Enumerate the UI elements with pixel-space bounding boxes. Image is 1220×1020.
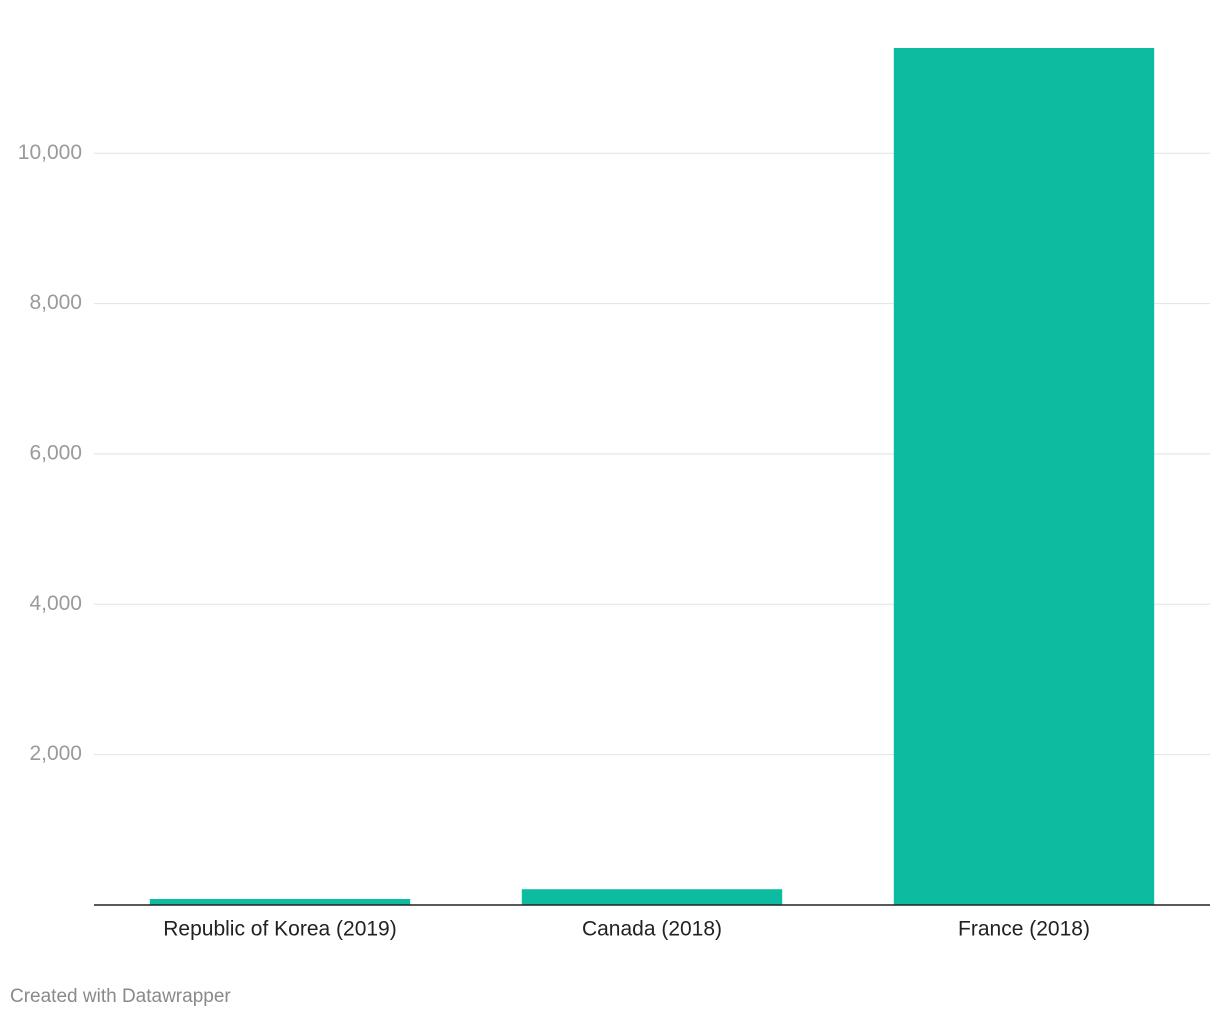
y-tick-label: 10,000 bbox=[18, 141, 82, 164]
y-tick-label: 6,000 bbox=[29, 441, 82, 464]
x-tick-label: France (2018) bbox=[958, 918, 1090, 941]
bar bbox=[893, 48, 1155, 905]
bar bbox=[521, 889, 783, 905]
x-tick-label: Republic of Korea (2019) bbox=[163, 918, 396, 941]
y-tick-label: 8,000 bbox=[29, 291, 82, 314]
x-tick-label: Canada (2018) bbox=[582, 918, 722, 941]
bar bbox=[149, 898, 411, 905]
y-tick-label: 2,000 bbox=[29, 742, 82, 765]
y-tick-label: 4,000 bbox=[29, 592, 82, 615]
credit: Created with Datawrapper bbox=[10, 986, 231, 1007]
